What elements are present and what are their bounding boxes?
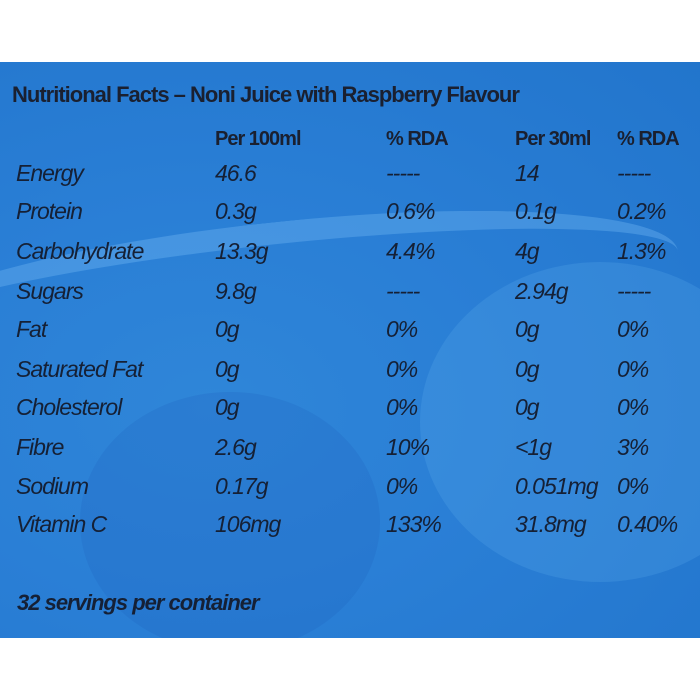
rda-30ml-value: 0% bbox=[617, 473, 649, 499]
per-100ml-value: 9.8g bbox=[215, 278, 257, 304]
nutrient-name: Fat bbox=[16, 316, 47, 342]
rda-100ml-value: 0% bbox=[386, 394, 418, 420]
rda-30ml-value: 0.40% bbox=[617, 511, 678, 537]
header-rda-30ml: % RDA bbox=[617, 128, 680, 150]
rda-100ml-value: ----- bbox=[386, 160, 420, 186]
header-per-100ml: Per 100ml bbox=[215, 128, 302, 150]
per-30ml-value: 2.94g bbox=[515, 278, 569, 304]
per-100ml-value: 0g bbox=[215, 394, 240, 420]
nutrition-label-photo: Nutritional Facts – Noni Juice with Rasp… bbox=[0, 62, 700, 638]
rda-30ml-value: 0% bbox=[617, 356, 649, 382]
per-100ml-value: 0.3g bbox=[215, 198, 257, 224]
per-100ml-value: 0.17g bbox=[215, 473, 269, 499]
rda-100ml-value: ----- bbox=[386, 278, 420, 304]
per-30ml-value: 4g bbox=[515, 238, 540, 264]
nutrient-name: Sodium bbox=[16, 473, 89, 499]
rda-100ml-value: 133% bbox=[386, 511, 442, 537]
per-30ml-value: 0g bbox=[515, 394, 540, 420]
rda-100ml-value: 4.4% bbox=[386, 238, 435, 264]
rda-30ml-value: 0% bbox=[617, 316, 649, 342]
rda-100ml-value: 0% bbox=[386, 356, 418, 382]
per-100ml-value: 0g bbox=[215, 356, 240, 382]
nutrient-name: Protein bbox=[16, 198, 83, 224]
rda-100ml-value: 0.6% bbox=[386, 198, 435, 224]
nutrient-name: Fibre bbox=[16, 434, 64, 460]
per-100ml-value: 106mg bbox=[215, 511, 281, 537]
per-100ml-value: 2.6g bbox=[215, 434, 257, 460]
nutrient-name: Cholesterol bbox=[16, 394, 122, 420]
per-30ml-value: 0g bbox=[515, 316, 540, 342]
nutrient-name: Vitamin C bbox=[16, 511, 107, 537]
rda-30ml-value: 0.2% bbox=[617, 198, 666, 224]
rda-30ml-value: ----- bbox=[617, 160, 651, 186]
rda-100ml-value: 0% bbox=[386, 316, 418, 342]
per-30ml-value: 0.1g bbox=[515, 198, 557, 224]
rda-100ml-value: 0% bbox=[386, 473, 418, 499]
per-30ml-value: 14 bbox=[515, 160, 540, 186]
per-30ml-value: <1g bbox=[515, 434, 552, 460]
header-rda-100ml: % RDA bbox=[386, 128, 449, 150]
per-100ml-value: 0g bbox=[215, 316, 240, 342]
rda-30ml-value: 3% bbox=[617, 434, 649, 460]
label-title: Nutritional Facts – Noni Juice with Rasp… bbox=[12, 82, 520, 107]
per-30ml-value: 0.051mg bbox=[515, 473, 599, 499]
rda-100ml-value: 10% bbox=[386, 434, 430, 460]
nutrient-name: Sugars bbox=[16, 278, 84, 304]
rda-30ml-value: 0% bbox=[617, 394, 649, 420]
rda-30ml-value: ----- bbox=[617, 278, 651, 304]
servings-footer: 32 servings per container bbox=[17, 590, 260, 615]
nutrient-name: Energy bbox=[16, 160, 84, 186]
nutrient-name: Saturated Fat bbox=[16, 356, 143, 382]
per-30ml-value: 31.8mg bbox=[515, 511, 587, 537]
per-100ml-value: 13.3g bbox=[215, 238, 269, 264]
per-100ml-value: 46.6 bbox=[215, 160, 257, 186]
rda-30ml-value: 1.3% bbox=[617, 238, 666, 264]
per-30ml-value: 0g bbox=[515, 356, 540, 382]
nutrient-name: Carbohydrate bbox=[16, 238, 144, 264]
header-per-30ml: Per 30ml bbox=[515, 128, 591, 150]
